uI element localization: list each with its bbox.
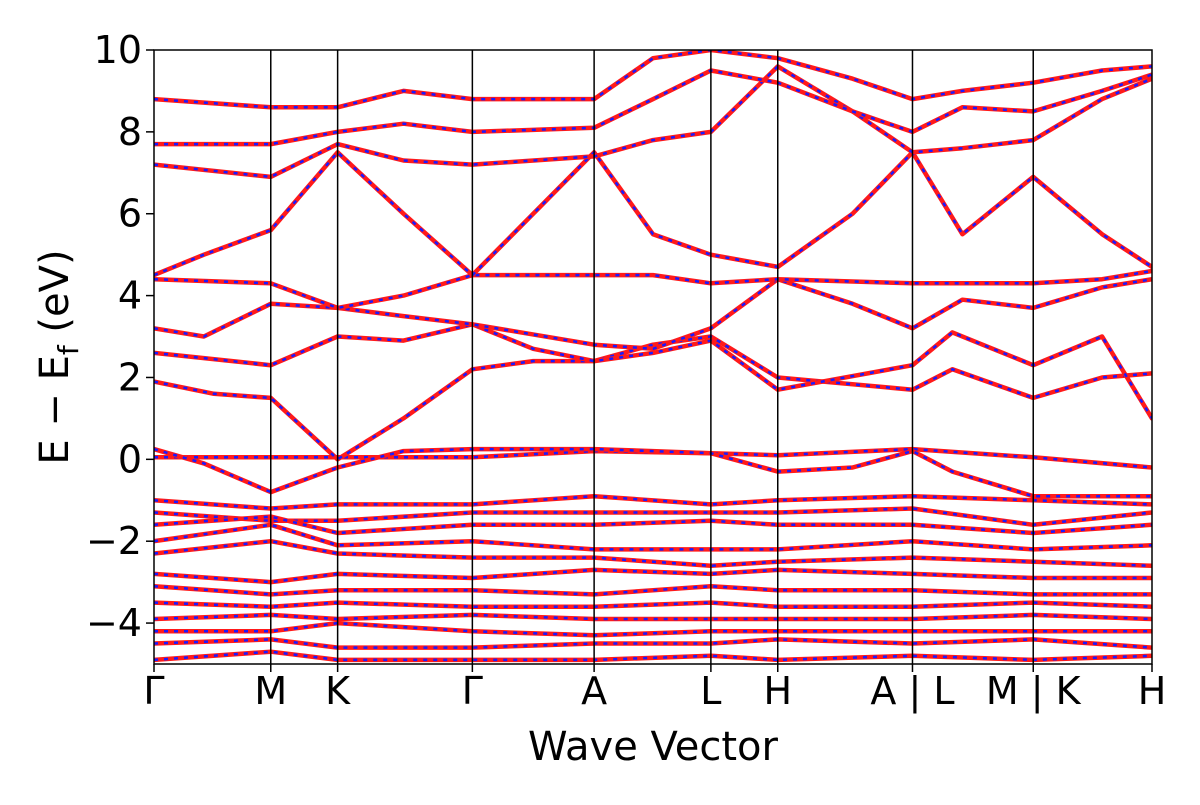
band-line-overlay-18	[154, 151, 1152, 277]
y-tick-label-7: 10	[94, 28, 142, 72]
x-axis-title: Wave Vector	[528, 724, 779, 770]
x-tick-label-4: A	[581, 669, 607, 713]
band-line-10	[154, 612, 1152, 622]
band-line-9	[154, 600, 1152, 609]
high-symmetry-lines	[270, 50, 1034, 664]
band-line-overlay-6	[154, 539, 1152, 568]
bands-layer	[154, 50, 1152, 663]
y-tick-label-2: 0	[118, 437, 142, 481]
x-tick-label-7: A | L	[870, 669, 954, 714]
plot-frame	[153, 49, 1153, 665]
band-line-overlay-4	[154, 515, 1152, 535]
band-line-overlay-2	[154, 494, 1152, 510]
y-tick-label-0: −4	[86, 601, 142, 645]
x-tick-label-3: Γ	[462, 669, 483, 713]
x-tick-label-5: L	[700, 669, 721, 713]
band-line-21	[154, 50, 1152, 110]
band-line-overlay-15	[154, 323, 1152, 420]
band-line-overlay-13	[154, 650, 1152, 662]
band-line-overlay-3	[154, 507, 1152, 527]
y-axis-title-sub: f	[52, 344, 85, 355]
band-line-overlay-10	[154, 613, 1152, 621]
x-tick-label-1: M	[254, 669, 287, 713]
x-tick-label-10: H	[1138, 669, 1167, 713]
band-line-11	[154, 620, 1152, 638]
band-line-overlay-8	[154, 584, 1152, 596]
y-axis-title-main: E − E	[32, 355, 78, 465]
y-axis-title: E − Ef (eV)	[32, 249, 85, 464]
band-line-overlay-11	[154, 621, 1152, 637]
x-tick-label-9: M | K	[986, 669, 1082, 714]
band-line-15	[154, 322, 1152, 421]
x-tick-label-2: K	[325, 669, 351, 713]
band-line-overlay-5	[154, 523, 1152, 551]
band-line-16	[154, 276, 1152, 352]
band-line-overlay-16	[154, 277, 1152, 351]
y-axis-title-unit: (eV)	[32, 249, 78, 345]
y-tick-label-1: −2	[86, 519, 142, 563]
x-tick-label-6: H	[763, 669, 792, 713]
band-line-overlay-14	[154, 335, 1152, 461]
band-line-overlay-1	[154, 447, 1152, 498]
band-line-overlay-9	[154, 601, 1152, 608]
y-ticks: −4 −2 0 2 4 6 8 10	[86, 28, 154, 645]
band-line-18	[154, 150, 1152, 278]
band-line-19	[154, 64, 1152, 180]
band-line-overlay-0	[154, 447, 1152, 469]
band-line-overlay-7	[154, 568, 1152, 584]
y-tick-label-3: 2	[118, 355, 142, 399]
y-tick-label-6: 8	[118, 110, 142, 154]
band-line-overlay-12	[154, 638, 1152, 649]
x-tick-label-0: Γ	[143, 669, 164, 713]
y-tick-label-5: 6	[118, 192, 142, 236]
y-tick-label-4: 4	[118, 274, 142, 318]
